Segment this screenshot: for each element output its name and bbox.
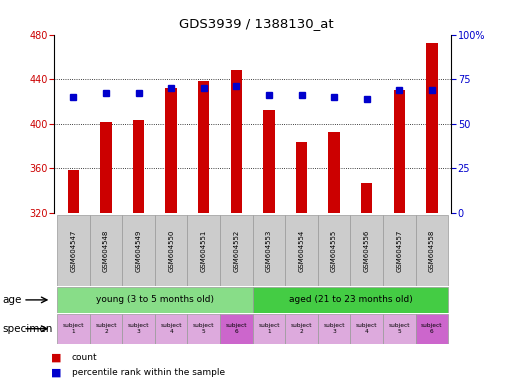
Text: subject
6: subject 6 — [421, 323, 443, 334]
Text: young (3 to 5 months old): young (3 to 5 months old) — [96, 295, 214, 305]
Bar — [122, 314, 155, 344]
Bar — [220, 314, 252, 344]
Bar — [350, 314, 383, 344]
Text: count: count — [72, 353, 97, 362]
Text: subject
3: subject 3 — [128, 323, 149, 334]
Bar — [90, 215, 122, 286]
Text: GSM604551: GSM604551 — [201, 229, 207, 272]
Text: subject
2: subject 2 — [95, 323, 117, 334]
Bar — [101, 122, 112, 213]
Bar — [426, 43, 438, 213]
Bar — [166, 88, 177, 213]
Text: subject
1: subject 1 — [258, 323, 280, 334]
Text: GDS3939 / 1388130_at: GDS3939 / 1388130_at — [179, 17, 334, 30]
Text: subject
5: subject 5 — [388, 323, 410, 334]
Text: GSM604548: GSM604548 — [103, 229, 109, 272]
Bar — [220, 215, 252, 286]
Bar — [133, 121, 144, 213]
Bar — [318, 314, 350, 344]
Text: ■: ■ — [51, 353, 62, 363]
Text: percentile rank within the sample: percentile rank within the sample — [72, 368, 225, 377]
Bar — [383, 314, 416, 344]
Bar — [187, 314, 220, 344]
Text: GSM604556: GSM604556 — [364, 229, 370, 272]
Bar — [155, 314, 187, 344]
Bar — [350, 215, 383, 286]
Text: GSM604553: GSM604553 — [266, 229, 272, 272]
Text: GSM604549: GSM604549 — [135, 229, 142, 272]
Text: GSM604554: GSM604554 — [299, 229, 305, 272]
Bar — [296, 142, 307, 213]
Bar — [68, 170, 79, 213]
Text: subject
6: subject 6 — [226, 323, 247, 334]
Text: age: age — [3, 295, 22, 305]
Bar — [318, 215, 350, 286]
Text: GSM604550: GSM604550 — [168, 229, 174, 272]
Text: subject
4: subject 4 — [356, 323, 378, 334]
Bar — [416, 215, 448, 286]
Bar — [187, 215, 220, 286]
Bar — [328, 132, 340, 213]
Text: GSM604558: GSM604558 — [429, 229, 435, 272]
Text: GSM604555: GSM604555 — [331, 229, 337, 272]
Bar — [57, 215, 90, 286]
Text: specimen: specimen — [3, 324, 53, 334]
Text: subject
3: subject 3 — [323, 323, 345, 334]
Bar — [383, 215, 416, 286]
Bar — [393, 90, 405, 213]
Text: ■: ■ — [51, 367, 62, 377]
Text: subject
1: subject 1 — [63, 323, 84, 334]
Bar — [252, 314, 285, 344]
Bar — [285, 215, 318, 286]
Bar — [263, 111, 274, 213]
Bar — [198, 81, 209, 213]
Bar — [252, 215, 285, 286]
Bar — [416, 314, 448, 344]
Text: GSM604557: GSM604557 — [397, 229, 402, 272]
Bar — [57, 287, 252, 313]
Text: GSM604552: GSM604552 — [233, 229, 240, 272]
Bar — [57, 314, 90, 344]
Bar — [252, 287, 448, 313]
Bar — [155, 215, 187, 286]
Bar — [122, 215, 155, 286]
Text: subject
2: subject 2 — [291, 323, 312, 334]
Bar — [361, 183, 372, 213]
Bar — [231, 70, 242, 213]
Bar — [285, 314, 318, 344]
Text: GSM604547: GSM604547 — [70, 229, 76, 272]
Text: aged (21 to 23 months old): aged (21 to 23 months old) — [288, 295, 412, 305]
Text: subject
4: subject 4 — [161, 323, 182, 334]
Bar — [90, 314, 122, 344]
Text: subject
5: subject 5 — [193, 323, 214, 334]
